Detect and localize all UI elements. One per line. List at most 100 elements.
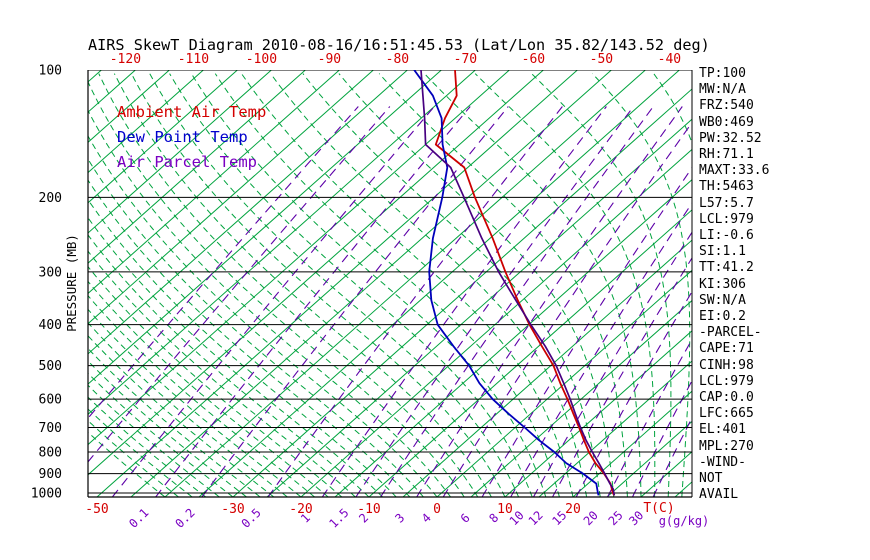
isotherm-line [504,330,692,497]
stat-line: TH:5463 [699,179,754,195]
moist-adiabat-line [149,73,520,497]
stat-line: LCL:979 [699,211,754,227]
stat-line: -WIND- [699,454,746,470]
mixing-ratio-line [201,106,509,497]
stat-line: WB0:469 [699,114,754,130]
moist-adiabat-line [270,73,588,497]
series-dew-point-temp [413,70,600,496]
stat-line: FRZ:540 [699,98,754,114]
moist-adiabat-line [88,308,302,497]
grid [88,70,692,497]
bottom-temp-tick-label: -20 [289,502,312,517]
moist-adiabat-line [88,158,424,497]
isotherm-line [88,70,476,416]
moist-adiabat-line [88,80,465,497]
stat-line: CAPE:71 [699,341,754,357]
isotherm-line [88,70,170,144]
mixing-ratio-line [575,290,692,497]
pressure-tick-label: 600 [39,393,62,408]
mixing-ratio-line [442,121,692,497]
stat-line: MW:N/A [699,82,746,98]
legend-air-parcel-temp: Air Parcel Temp [117,153,257,171]
mixing-ratio-line [607,338,692,497]
top-temp-tick-label: -50 [590,52,613,67]
pressure-tick-label: 200 [39,191,62,206]
mixing-ratio-line [355,106,634,497]
isotherm-line [334,178,692,497]
isotherm-line [572,390,692,497]
moist-adiabat-line [378,73,628,497]
isotherm-line [88,70,204,174]
stats-panel: TP:100 MW:N/A FRZ:540 WB0:469 PW:32.52 RH:71.… [699,66,769,503]
bottom-temp-tick-label: 10 [497,502,513,517]
moist-adiabat-line [302,73,601,497]
stat-line: CINH:98 [699,357,754,373]
mixing-ratio-line [481,166,692,497]
isotherm-line [300,148,692,497]
isotherm-line [198,70,680,497]
legend-dew-point-temp: Dew Point Temp [117,128,248,146]
stat-line: MAXT:33.6 [699,163,770,179]
mixing-ratio-tick-label: 4 [419,511,434,526]
stat-line: -PARCEL- [699,325,762,341]
isotherm-line [606,420,692,497]
mixing-ratio-line [632,379,692,497]
stat-line: NOT [699,471,723,487]
isotherm-line [96,70,578,497]
page-title: AIRS SkewT Diagram 2010-08-16/16:51:45.5… [88,36,710,54]
stat-line: EL:401 [699,422,746,438]
mixing-ratio-line [321,106,607,497]
moist-adiabat-line [88,294,315,497]
bottom-temp-tick-label: -30 [221,502,244,517]
stat-line: L57:5.7 [699,195,754,211]
isotherm-line [88,70,238,204]
top-temp-tick-label: -120 [110,52,141,67]
series-ambient-air-temp [434,70,616,496]
isotherm-line [436,269,692,497]
top-temp-tick-label: -110 [178,52,209,67]
moist-adiabat-line [88,384,220,497]
mixing-ratio-tick-label: 6 [458,511,473,526]
stat-line: MPL:270 [699,438,754,454]
bottom-temp-tick-label: 20 [565,502,581,517]
mixing-ratio-tick-label: 0.1 [126,506,151,531]
moist-adiabat-line [190,73,547,497]
isotherm-line [266,118,692,497]
top-temp-tick-label: -90 [318,52,341,67]
y-axis-label: PRESSURE (MB) [64,234,79,332]
x-axis-mixing-label: g(g/kg) [659,514,710,528]
mixing-ratio-tick-label: 12 [526,508,546,528]
stat-line: TT:41.2 [699,260,754,276]
moist-adiabat-line [113,73,492,497]
isotherm-line [164,70,646,497]
pressure-tick-label: 500 [39,359,62,374]
stat-line: SW:N/A [699,292,746,308]
mixing-ratio-line [652,416,692,497]
stat-line: LFC:665 [699,406,754,422]
pressure-tick-label: 100 [39,64,62,79]
stat-line: CAP:0.0 [699,390,754,406]
isotherm-line [88,70,442,385]
mixing-ratio-line [552,256,692,497]
mixing-ratio-line [510,202,692,497]
mixing-ratio-line [111,106,435,497]
mixing-ratio-line [416,106,683,497]
mixing-ratio-line [267,106,563,497]
mixing-ratio-line [380,106,654,497]
mixing-ratio-line [88,106,359,420]
stat-line: AVAIL [699,487,739,503]
moist-adiabat-line [169,73,533,497]
legend-ambient-air-temp: Ambient Air Temp [117,103,267,121]
moist-adiabat-line [88,109,451,497]
isotherm-line [88,70,510,446]
legend: Ambient Air Temp Dew Point Temp Air Parc… [117,100,266,175]
top-temp-tick-label: -40 [658,52,681,67]
moist-adiabat-line [88,179,411,497]
moist-adiabat-line [88,372,234,497]
moist-adiabat-line [88,347,261,497]
moist-adiabat-line [88,250,356,497]
mixing-ratio-tick-label: 25 [606,508,626,528]
moist-adiabat-line [241,73,574,497]
stat-line: KI:306 [699,276,746,292]
stat-line: TP:100 [699,66,746,81]
